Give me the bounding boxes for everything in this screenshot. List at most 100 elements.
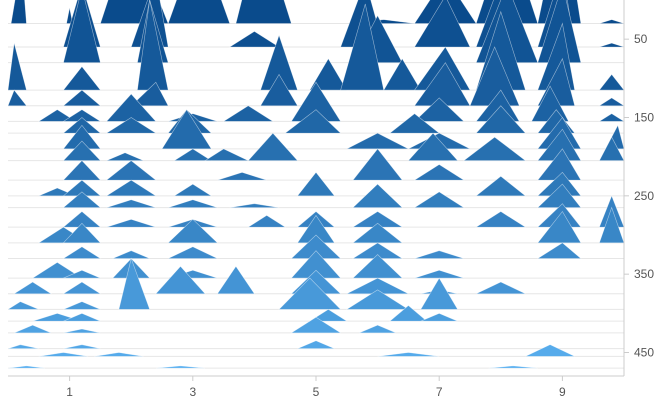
ridge-peak xyxy=(359,324,397,334)
ridge-series xyxy=(7,0,625,91)
ridge-peak xyxy=(66,7,74,24)
ridge-peak xyxy=(63,0,101,63)
ridge-series xyxy=(62,234,582,259)
y-tick-label: 150 xyxy=(634,111,654,125)
ridge-peak xyxy=(7,344,39,349)
ridge-peak xyxy=(598,113,626,122)
ridge-peak xyxy=(414,269,464,279)
ridge-peak xyxy=(167,0,231,24)
ridge-peak xyxy=(105,160,157,181)
x-tick-label: 1 xyxy=(66,385,73,399)
ridge-peak xyxy=(475,211,527,228)
ridge-peak xyxy=(284,109,342,134)
ridge-peak xyxy=(7,43,27,91)
ridge-peak xyxy=(247,215,287,228)
ridge-peak xyxy=(309,58,348,91)
ridge-series xyxy=(38,344,575,357)
ridge-series xyxy=(62,195,625,228)
ridge-series xyxy=(6,257,459,310)
ridge-peak xyxy=(599,42,625,48)
ridge-peak xyxy=(216,265,255,295)
ridge-peak xyxy=(167,218,219,244)
ridge-marks xyxy=(6,0,626,369)
ridge-peak xyxy=(62,66,102,91)
ridge-peak xyxy=(598,73,625,91)
ridge-series xyxy=(7,365,538,369)
ridge-series xyxy=(38,171,582,197)
y-tick-label: 450 xyxy=(634,346,654,360)
ridge-peak xyxy=(278,277,342,310)
ridge-series xyxy=(31,250,464,279)
x-tick-label: 5 xyxy=(313,385,320,399)
ridge-peak xyxy=(204,148,249,161)
ridge-peak xyxy=(62,222,102,244)
ridge-peak xyxy=(106,152,144,161)
ridge-peak xyxy=(414,0,471,48)
ridge-peak xyxy=(413,97,465,122)
ridge-peak xyxy=(130,81,169,107)
ridge-peak xyxy=(63,269,101,279)
ridge-peak xyxy=(420,277,459,310)
ridge-peak xyxy=(413,164,465,181)
ridge-peak xyxy=(476,281,526,295)
ridge-peak xyxy=(6,301,39,310)
ridge-peak xyxy=(62,191,102,208)
ridge-peak xyxy=(63,344,101,349)
ridge-peak xyxy=(345,289,410,310)
ridge-peak xyxy=(168,246,218,259)
y-tick-labels: 50 150 250 350 450 xyxy=(624,32,654,360)
ridge-peak xyxy=(525,344,575,357)
ridge-peak xyxy=(488,365,538,369)
ridge-peak xyxy=(62,281,102,295)
ridge-peak xyxy=(62,89,102,107)
y-tick-label: 350 xyxy=(634,267,654,281)
ridge-peak xyxy=(155,365,206,369)
ridge-peak xyxy=(377,352,440,357)
y-tick-label: 50 xyxy=(634,32,648,46)
ridge-peak xyxy=(247,132,299,161)
ridge-peak xyxy=(229,203,280,208)
x-tick-label: 3 xyxy=(189,385,196,399)
ridge-peak xyxy=(63,328,101,334)
ridge-peak xyxy=(37,109,77,122)
ridge-peak xyxy=(168,199,218,208)
ridge-series xyxy=(32,305,458,322)
ridge-peak xyxy=(112,250,150,259)
ridge-peak xyxy=(413,191,465,208)
ridge-peak xyxy=(228,30,281,48)
ridge-peak xyxy=(475,175,527,197)
ridge-peak xyxy=(173,148,213,161)
ridge-peak xyxy=(161,109,212,150)
ridge-peak xyxy=(106,199,156,208)
ridge-series xyxy=(7,340,335,349)
x-tick-labels: 1 3 5 7 9 xyxy=(66,376,566,399)
ridge-peak xyxy=(598,97,626,107)
ridge-peak xyxy=(308,309,348,322)
ridge-peak xyxy=(599,19,625,24)
ridge-peak xyxy=(389,113,441,134)
ridge-peak xyxy=(235,0,292,24)
ridge-peak xyxy=(94,352,144,357)
ridge-peak xyxy=(296,171,336,197)
ridge-peak xyxy=(7,365,45,369)
ridge-peak xyxy=(297,340,335,349)
ridge-peak xyxy=(105,179,157,197)
ridge-peak xyxy=(346,132,409,150)
ridge-peak xyxy=(352,183,403,208)
ridge-series xyxy=(10,0,625,24)
ridge-peak xyxy=(420,313,458,322)
ridge-peak xyxy=(7,89,28,107)
ridge-peak xyxy=(31,262,83,279)
ridge-peak xyxy=(63,313,101,322)
ridge-series xyxy=(13,265,526,295)
ridge-series xyxy=(14,316,397,334)
ridge-peak xyxy=(383,58,422,91)
ridge-peak xyxy=(105,117,157,134)
ridge-peak xyxy=(462,136,527,161)
ridge-peak xyxy=(536,242,582,259)
ridge-peak xyxy=(63,301,101,310)
ridge-series xyxy=(37,206,625,244)
ridge-peak xyxy=(389,305,428,322)
